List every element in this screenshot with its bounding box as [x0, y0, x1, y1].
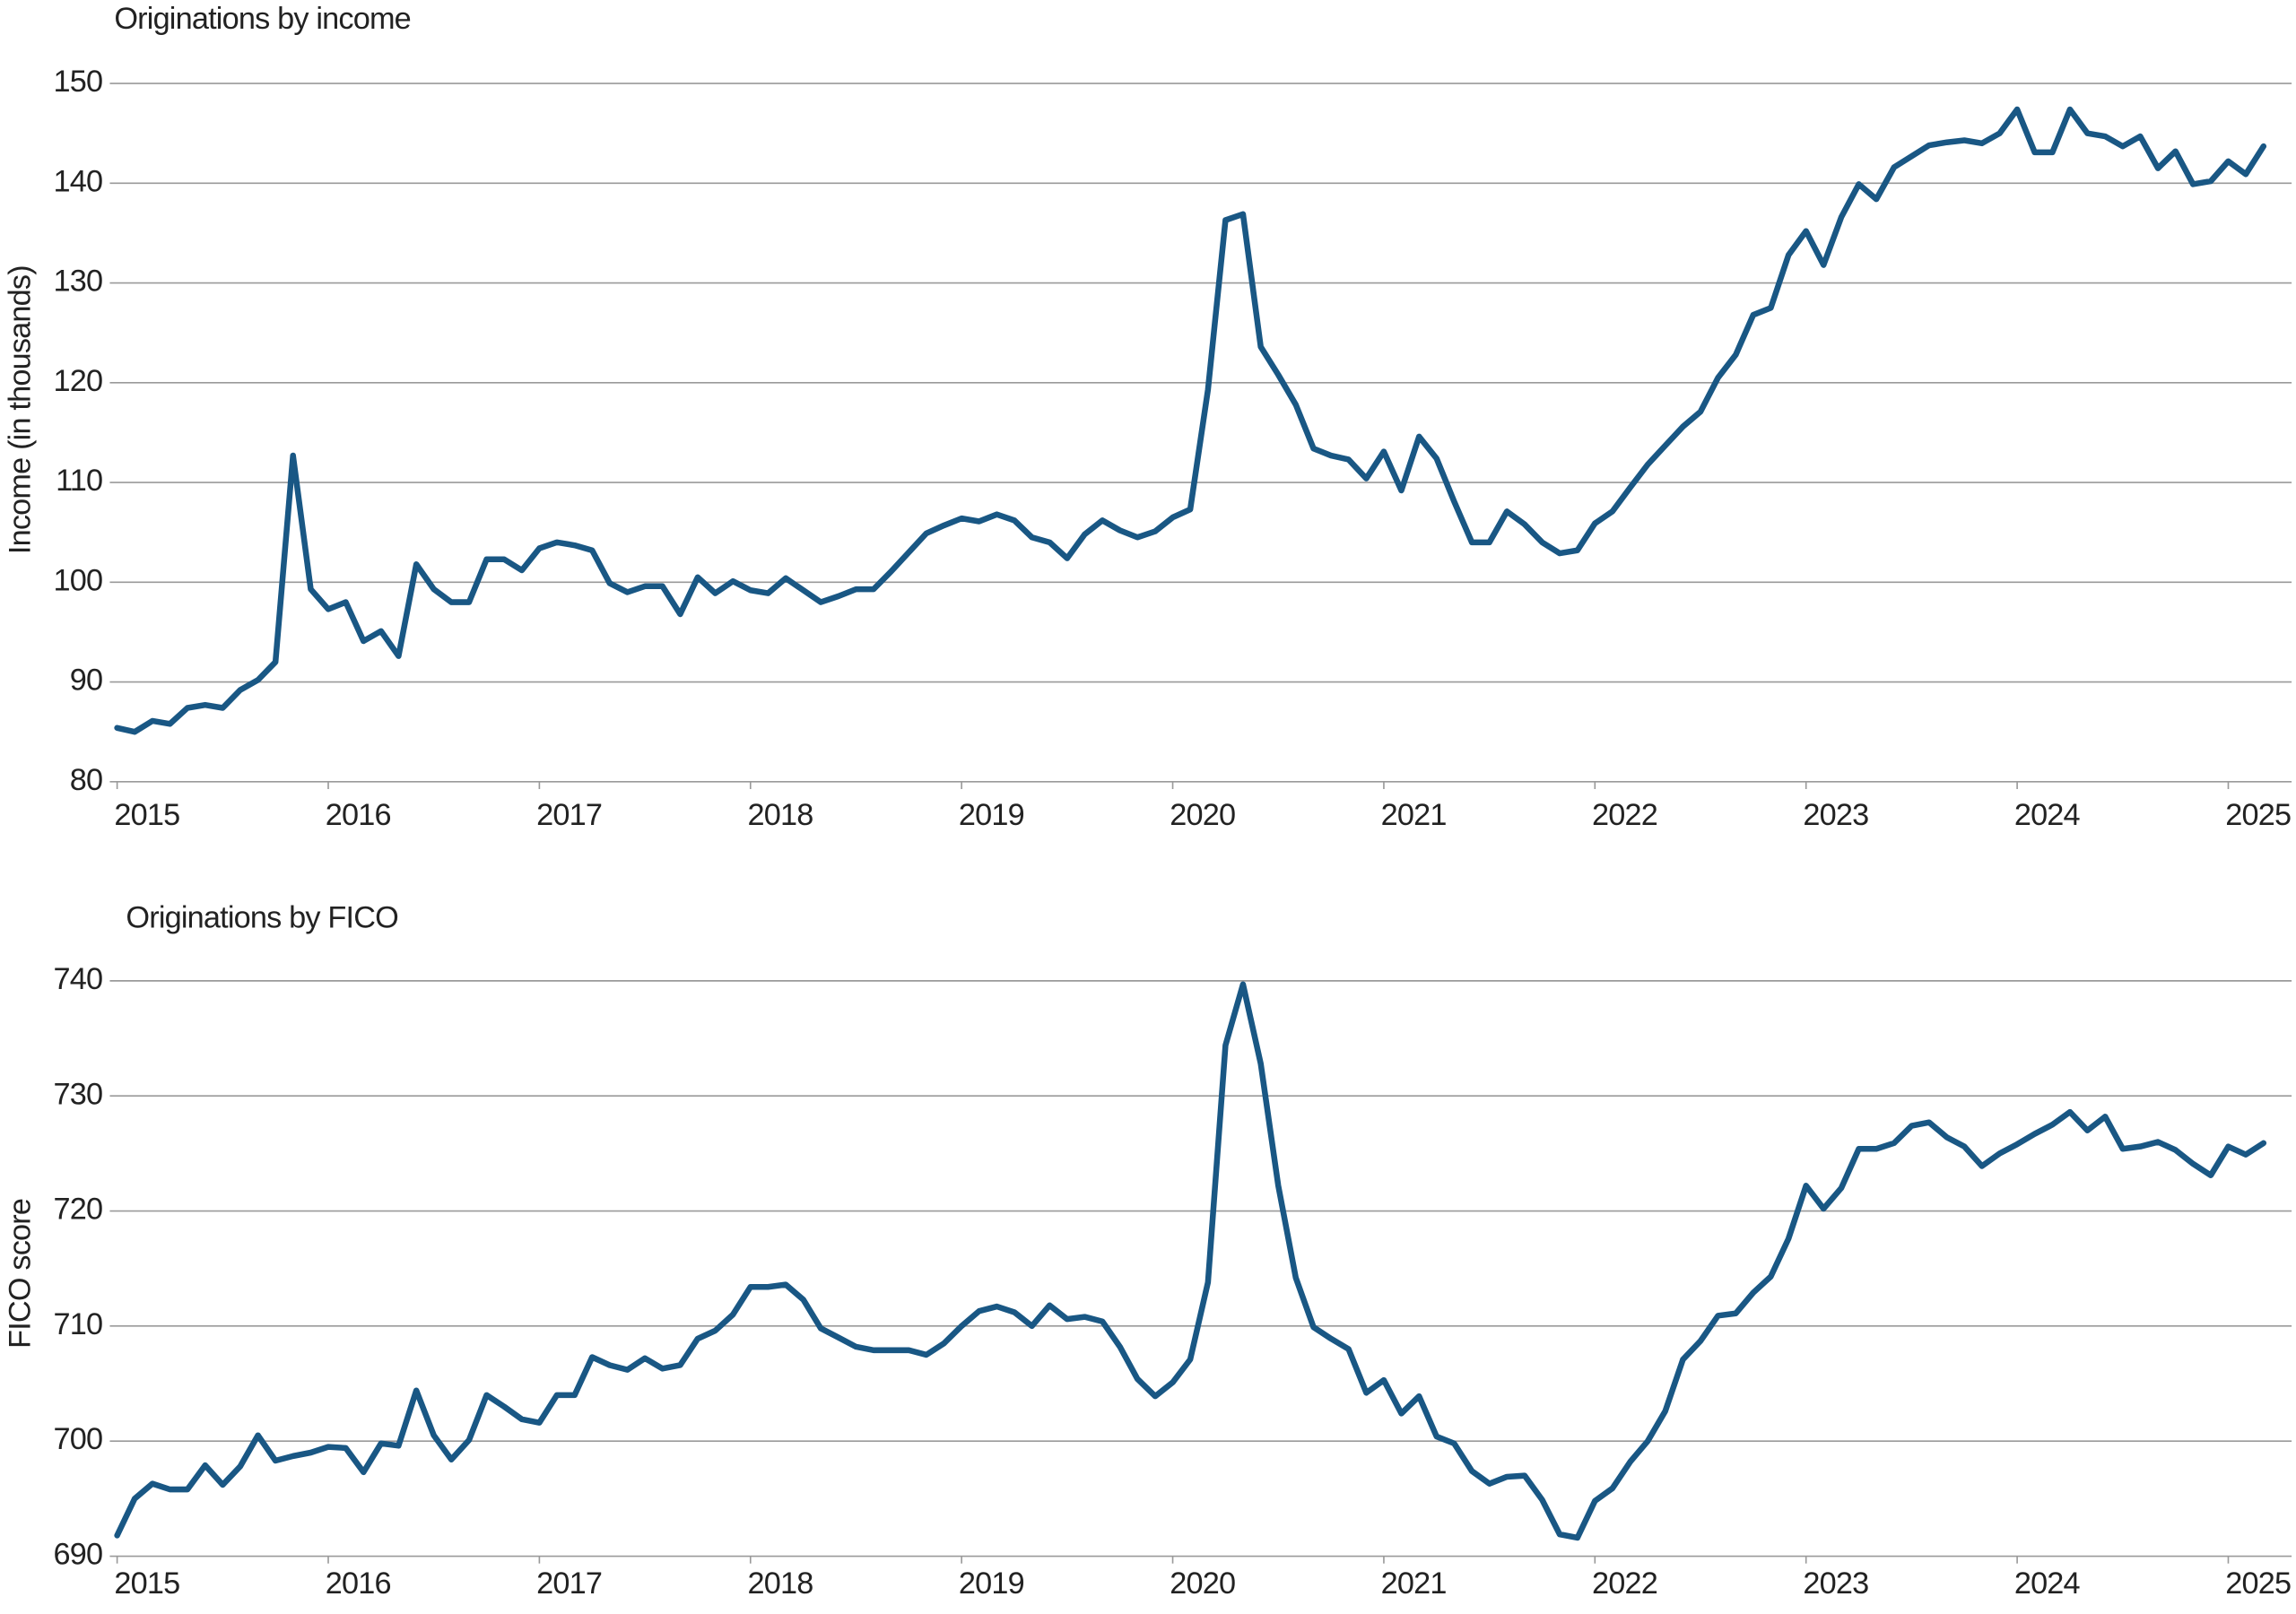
x-tick-label: 2018 [748, 1566, 813, 1601]
y-tick-label: 150 [54, 65, 103, 99]
x-tick-label: 2022 [1592, 1566, 1657, 1601]
x-tick-label: 2020 [1170, 1566, 1235, 1601]
data-line [114, 106, 2267, 735]
y-tick-label: 80 [70, 763, 102, 797]
y-tick-label: 730 [54, 1077, 103, 1111]
x-tick-label: 2017 [536, 798, 602, 832]
y-tick-label: 740 [54, 962, 103, 996]
x-tick-label: 2019 [959, 798, 1024, 832]
y-tick-label: 110 [56, 464, 102, 498]
x-tick-label: 2020 [1170, 798, 1235, 832]
x-tick-label: 2025 [2225, 798, 2291, 832]
x-tick-label: 2025 [2225, 1566, 2291, 1601]
x-tick-label: 2023 [1803, 1566, 1868, 1601]
y-tick-label: 100 [54, 563, 103, 597]
x-tick-label: 2021 [1381, 1566, 1447, 1601]
x-tick-label: 2015 [114, 798, 179, 832]
x-tick-label: 2018 [748, 798, 813, 832]
chart-title: Originations by income [114, 2, 411, 36]
y-tick-label: 720 [54, 1193, 103, 1227]
x-tick-label: 2015 [114, 1566, 179, 1601]
x-tick-label: 2016 [326, 1566, 391, 1601]
y-tick-label: 140 [54, 164, 103, 198]
y-tick-label: 700 [54, 1422, 103, 1456]
y-tick-label: 120 [54, 364, 103, 398]
x-tick-label: 2016 [326, 798, 391, 832]
y-tick-label: 130 [54, 265, 103, 299]
y-tick-label: 690 [54, 1538, 103, 1572]
x-tick-label: 2021 [1381, 798, 1447, 832]
x-tick-label: 2023 [1803, 798, 1868, 832]
y-tick-label: 710 [54, 1307, 103, 1341]
x-tick-label: 2024 [2014, 1566, 2081, 1601]
x-tick-label: 2022 [1592, 798, 1657, 832]
chart-title: Originations by FICO [126, 900, 398, 934]
x-tick-label: 2024 [2014, 798, 2081, 832]
y-axis-label: Income (in thousands) [4, 265, 38, 554]
y-tick-label: 90 [70, 664, 102, 698]
y-axis-label: FICO score [4, 1199, 38, 1349]
x-tick-label: 2019 [959, 1566, 1024, 1601]
data-line [114, 981, 2267, 1541]
x-tick-label: 2017 [536, 1566, 602, 1601]
